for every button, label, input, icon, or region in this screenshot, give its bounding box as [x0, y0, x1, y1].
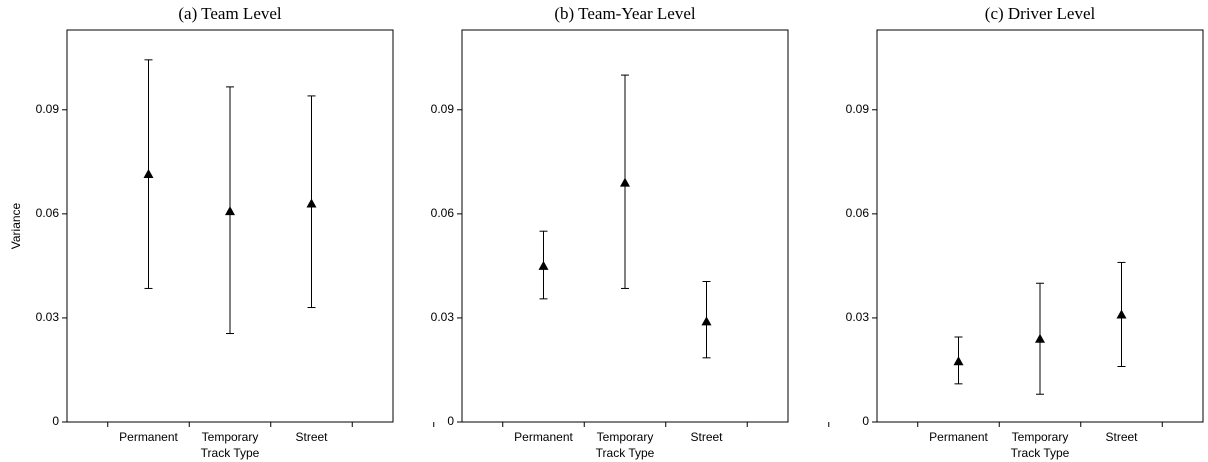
point-marker	[538, 260, 549, 270]
point-marker	[620, 177, 630, 187]
plot-frame	[461, 29, 789, 423]
point-marker	[143, 168, 154, 178]
y-tick-label: 0.09	[431, 102, 455, 116]
y-tick-label: 0.03	[431, 310, 455, 324]
x-tick-label: Temporary	[202, 430, 259, 444]
x-tick-label: Street	[295, 430, 328, 444]
y-tick-label: 0.03	[36, 310, 60, 324]
x-tick-label: Permanent	[514, 430, 573, 444]
point-marker	[1035, 333, 1045, 343]
x-tick-label: Street	[690, 430, 723, 444]
x-axis-label: Track Type	[201, 446, 260, 460]
x-tick-label: Street	[1105, 430, 1138, 444]
y-tick-label: 0.06	[846, 206, 870, 220]
point-marker	[953, 356, 964, 366]
plot-frame	[66, 29, 394, 423]
y-tick-label: 0.09	[846, 102, 870, 116]
y-tick-label: 0	[862, 414, 869, 428]
plot-frame	[876, 29, 1204, 423]
y-tick-label: 0.03	[846, 310, 870, 324]
x-tick-label: Temporary	[1012, 430, 1069, 444]
x-axis-label: Track Type	[1011, 446, 1070, 460]
x-axis-label: Track Type	[596, 446, 655, 460]
point-marker	[306, 198, 317, 208]
y-tick-label: 0	[52, 414, 59, 428]
panel-title: (a) Team Level	[178, 4, 282, 23]
y-tick-label: 0.09	[36, 102, 60, 116]
panel-title: (c) Driver Level	[985, 4, 1096, 23]
point-marker	[701, 316, 712, 326]
x-tick-label: Permanent	[119, 430, 178, 444]
y-tick-label: 0.06	[431, 206, 455, 220]
y-axis-label: Variance	[9, 202, 23, 249]
x-tick-label: Permanent	[929, 430, 988, 444]
point-marker	[1116, 309, 1127, 319]
panel-title: (b) Team-Year Level	[554, 4, 695, 23]
y-tick-label: 0	[447, 414, 454, 428]
point-marker	[225, 206, 235, 216]
y-tick-label: 0.06	[36, 206, 60, 220]
x-tick-label: Temporary	[597, 430, 654, 444]
